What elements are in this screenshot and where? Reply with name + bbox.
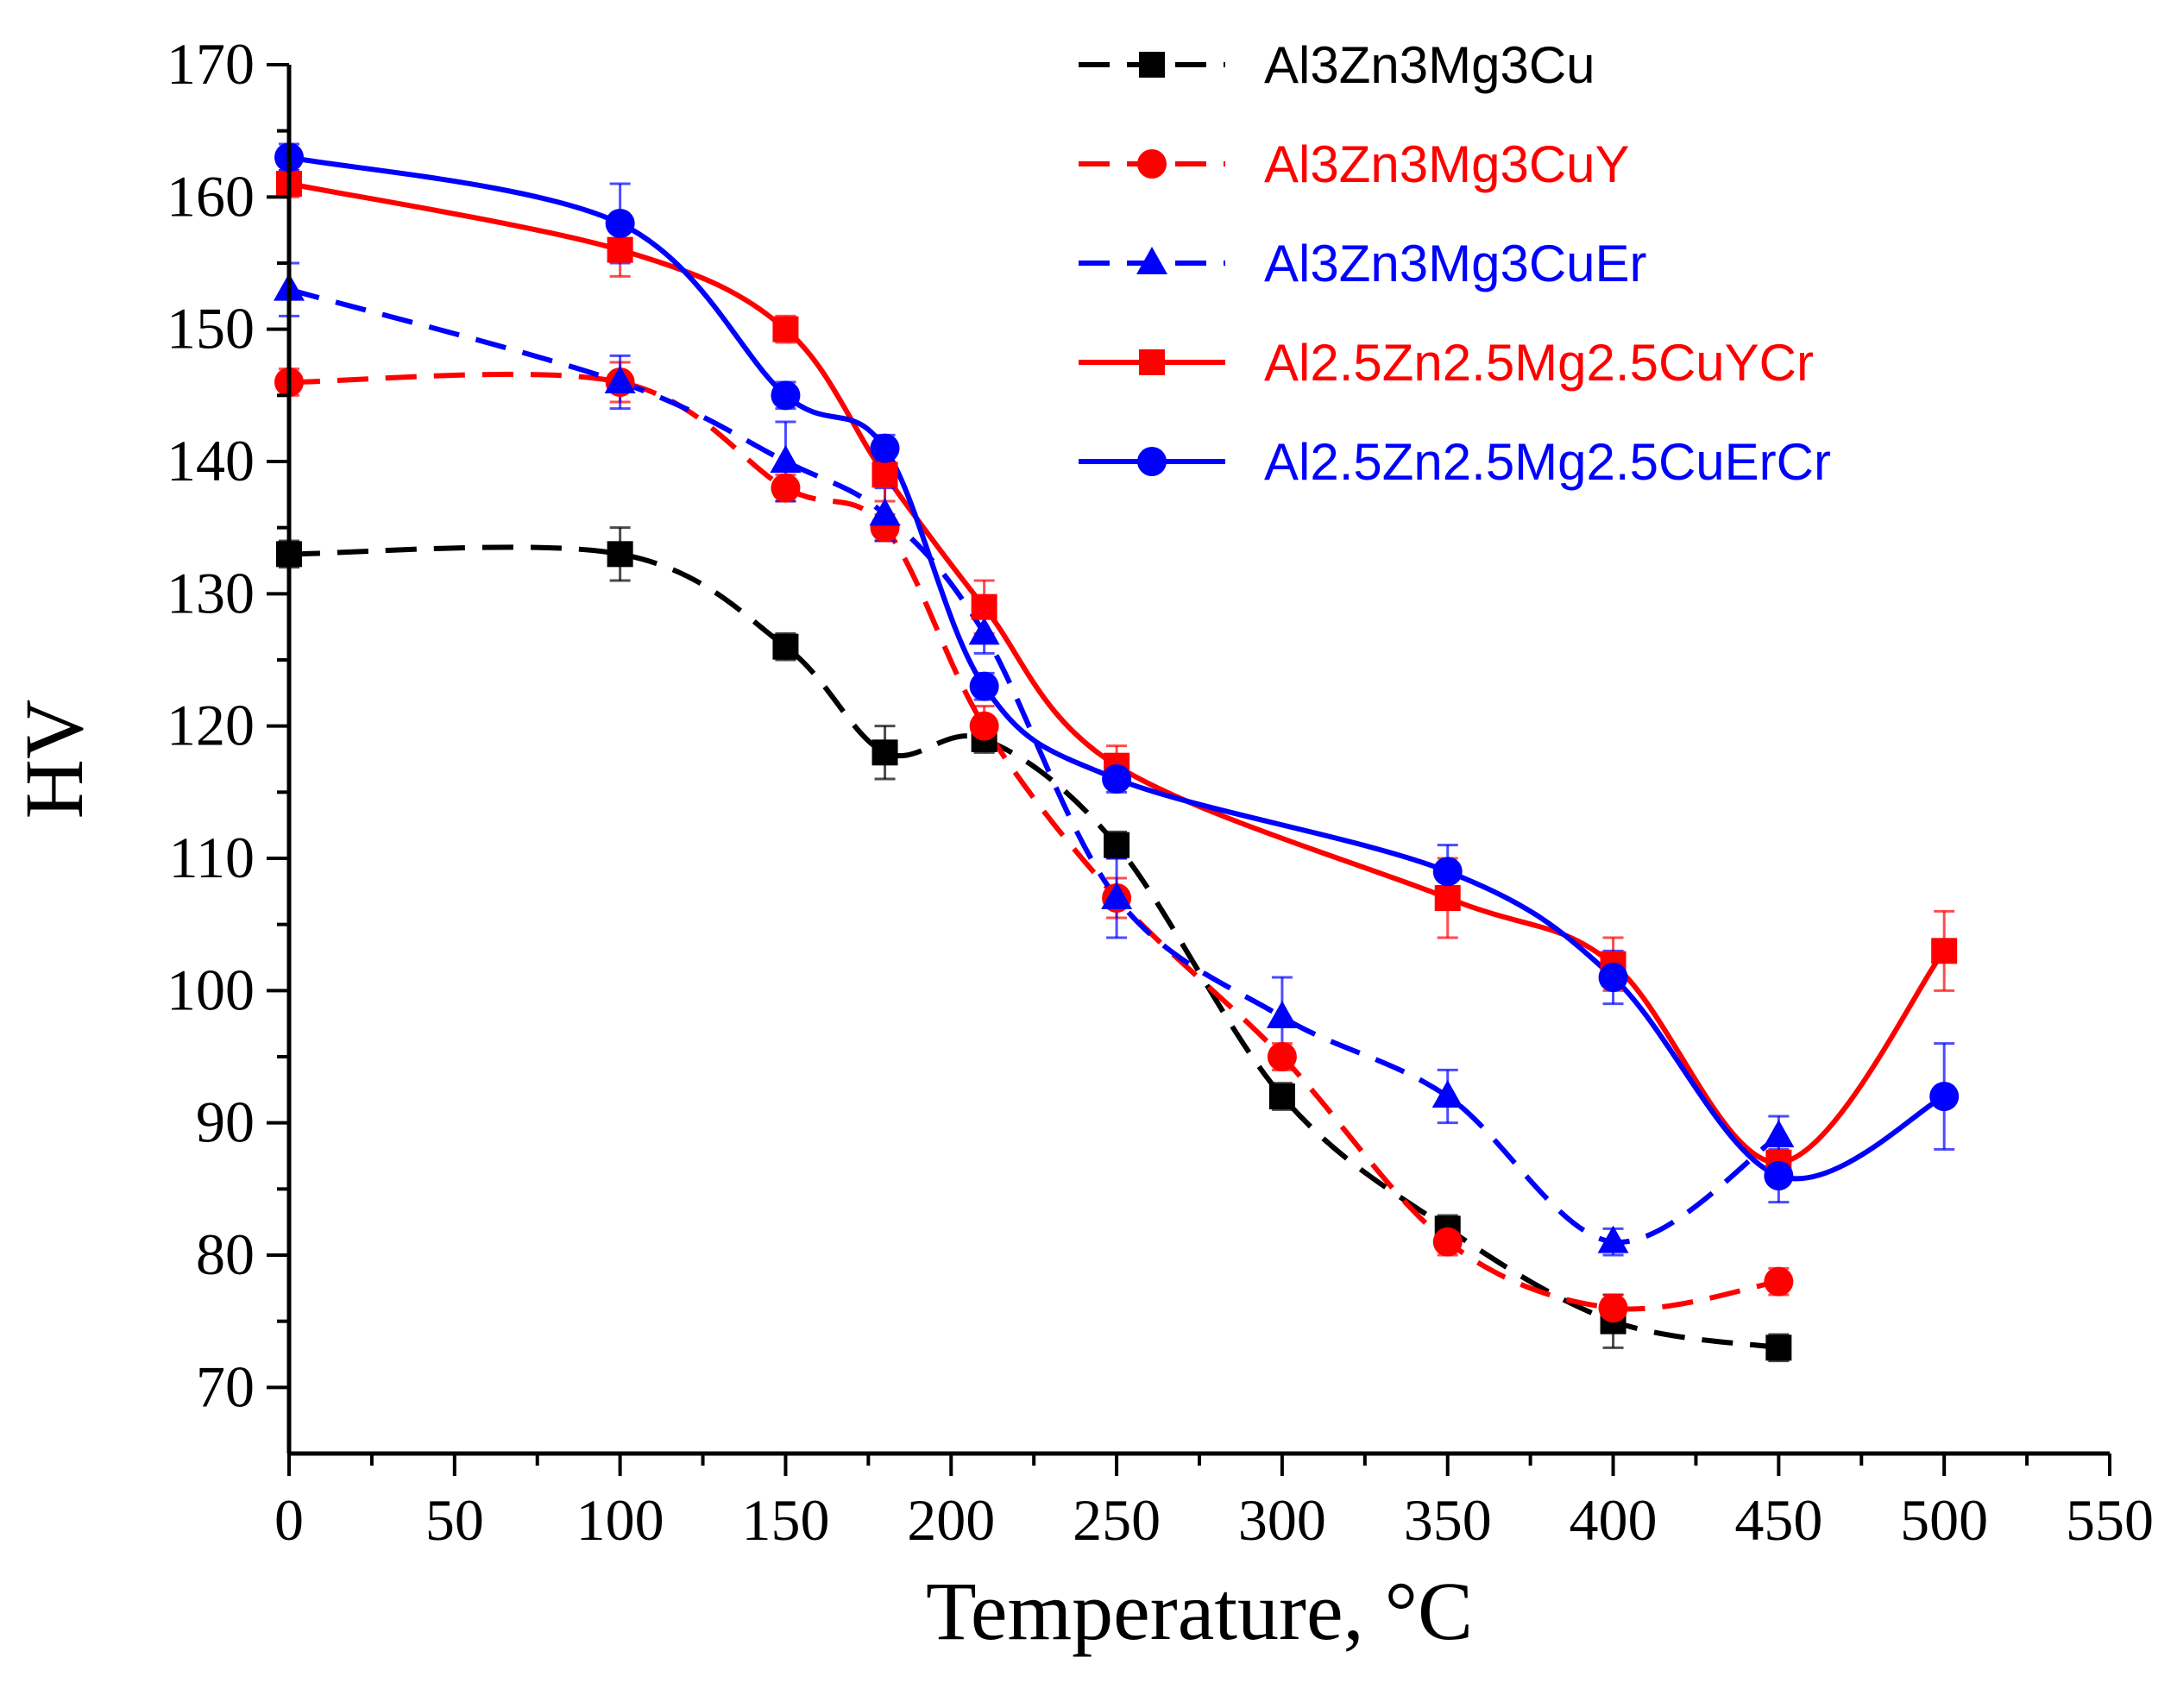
data-point-series-2: [1764, 1266, 1794, 1297]
legend-label: Al2.5Zn2.5Mg2.5CuYCr: [1264, 334, 1814, 392]
data-point-series-3: [1431, 1080, 1463, 1108]
x-tick-label: 550: [2066, 1487, 2154, 1553]
data-point-series-4: [1434, 885, 1461, 911]
data-point-series-1: [1268, 1083, 1295, 1109]
data-point-series-1: [871, 739, 898, 766]
data-point-series-1: [1104, 832, 1130, 858]
x-tick-label: 450: [1734, 1487, 1822, 1553]
data-point-series-2: [1598, 1293, 1628, 1323]
axes: [286, 65, 2110, 1456]
series-curves: [288, 154, 1947, 1351]
data-point-series-5: [771, 380, 801, 411]
legend-label: Al2.5Zn2.5Mg2.5CuErCr: [1264, 433, 1831, 491]
legend-marker: [1139, 52, 1165, 78]
x-tick-label: 350: [1404, 1487, 1492, 1553]
legend-entry-2: Al3Zn3Mg3CuY: [1079, 135, 1630, 193]
data-point-series-1: [772, 633, 799, 660]
legend-marker: [1136, 247, 1167, 274]
legend-label: Al3Zn3Mg3Cu: [1264, 36, 1595, 94]
data-point-series-1: [1765, 1334, 1792, 1361]
legend-marker: [1137, 149, 1167, 179]
legend-entry-4: Al2.5Zn2.5Mg2.5CuYCr: [1079, 334, 1814, 392]
legend-entry-5: Al2.5Zn2.5Mg2.5CuErCr: [1079, 433, 1831, 491]
data-markers: [274, 142, 1960, 1361]
data-point-series-4: [1931, 938, 1958, 964]
data-point-series-4: [971, 593, 997, 620]
data-point-series-5: [1598, 963, 1628, 992]
data-point-series-4: [871, 462, 898, 488]
series-line-2: [288, 371, 1779, 1312]
data-point-series-4: [607, 236, 633, 263]
x-tick-label: 250: [1073, 1487, 1161, 1553]
y-tick-label: 140: [167, 428, 255, 493]
y-tick-label: 80: [196, 1221, 255, 1287]
legend-entry-3: Al3Zn3Mg3CuEr: [1079, 235, 1647, 292]
legend: Al3Zn3Mg3Cu Al3Zn3Mg3CuY Al3Zn3Mg3CuEr Al2.…: [1079, 36, 1831, 491]
y-tick-label: 120: [167, 693, 255, 758]
legend-label: Al3Zn3Mg3CuY: [1264, 135, 1630, 193]
axis-ticks: 0 50 100 150 200 250 300 350 400 450 500 550 70 80 90 1…: [167, 31, 2154, 1553]
data-point-series-3: [1763, 1120, 1795, 1147]
data-point-series-3: [770, 445, 802, 473]
data-point-series-3: [604, 366, 636, 393]
data-point-series-3: [1597, 1225, 1629, 1253]
data-point-series-2: [771, 473, 801, 503]
x-tick-label: 200: [907, 1487, 995, 1553]
y-tick-label: 110: [169, 825, 255, 890]
legend-marker: [1139, 349, 1165, 375]
legend-label: Al3Zn3Mg3CuEr: [1264, 235, 1647, 292]
x-tick-label: 500: [1900, 1487, 1988, 1553]
data-point-series-3: [1266, 1001, 1298, 1028]
data-point-series-2: [1432, 1227, 1463, 1257]
x-tick-label: 150: [741, 1487, 829, 1553]
series-line-3: [288, 286, 1781, 1245]
y-tick-label: 90: [196, 1089, 255, 1155]
series-line-4: [288, 181, 1947, 1165]
x-tick-label: 300: [1238, 1487, 1326, 1553]
y-tick-label: 150: [167, 296, 255, 361]
data-point-series-1: [607, 541, 633, 568]
x-axis-title: Temperature, °C: [926, 1565, 1473, 1657]
error-bars: [279, 142, 1955, 1363]
y-tick-label: 70: [196, 1353, 255, 1419]
legend-marker: [1137, 447, 1167, 476]
series-line-1: [288, 544, 1779, 1351]
data-point-series-5: [605, 209, 635, 238]
data-point-series-3: [1101, 882, 1133, 909]
data-point-series-2: [1267, 1042, 1297, 1071]
x-tick-label: 400: [1570, 1487, 1658, 1553]
data-point-series-3: [869, 498, 901, 526]
x-tick-label: 50: [425, 1487, 484, 1553]
y-tick-label: 170: [167, 31, 255, 97]
data-point-series-5: [870, 433, 900, 463]
x-tick-label: 0: [274, 1487, 304, 1553]
legend-entry-1: Al3Zn3Mg3Cu: [1079, 36, 1595, 94]
y-tick-label: 130: [167, 560, 255, 625]
data-point-series-4: [772, 316, 799, 342]
series-line-5: [288, 154, 1946, 1182]
data-point-series-5: [969, 671, 999, 701]
data-point-series-2: [969, 711, 999, 741]
y-tick-label: 160: [167, 163, 255, 229]
x-tick-label: 100: [576, 1487, 664, 1553]
y-tick-label: 100: [167, 957, 255, 1022]
data-point-series-5: [1929, 1082, 1960, 1111]
y-axis-title: HV: [8, 700, 100, 819]
data-point-series-5: [1764, 1161, 1794, 1190]
data-point-series-3: [968, 617, 1000, 645]
data-point-series-5: [1432, 857, 1463, 887]
data-point-series-5: [1102, 764, 1132, 794]
